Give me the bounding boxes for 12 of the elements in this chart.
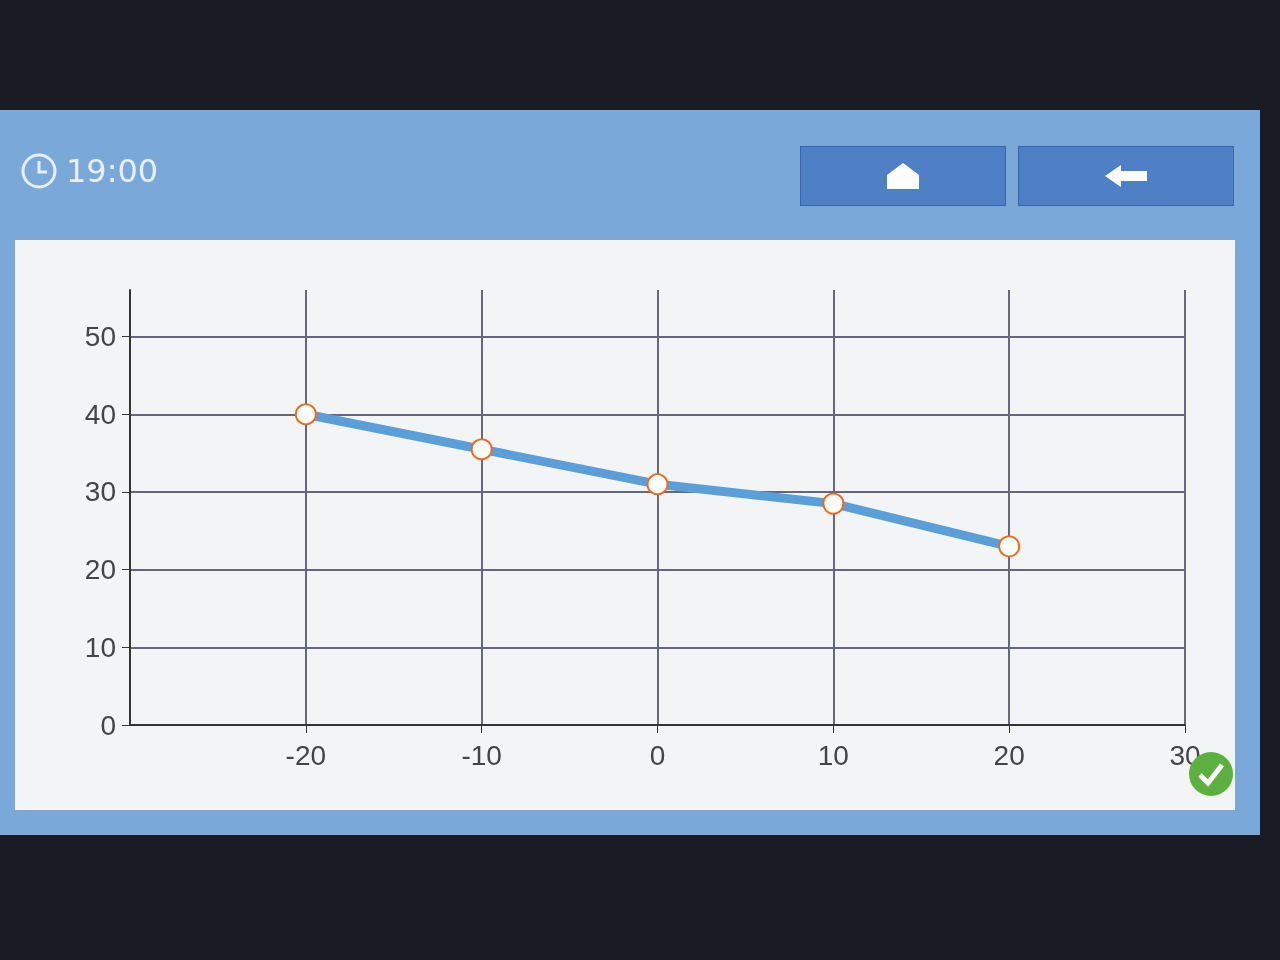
text: 19:00 [66,152,159,190]
x-tick-label: -20 [285,739,327,771]
x-tick-label: -10 [461,739,502,771]
x-tick-label: 10 [817,739,849,771]
x-tick-label: 20 [993,739,1025,771]
y-tick-label: 20 [84,554,116,586]
y-tick-label: 0 [100,709,116,741]
y-tick-label: 10 [84,631,116,663]
y-tick-label: 40 [84,398,116,430]
y-tick-label: 50 [84,321,116,353]
y-tick-label: 30 [84,476,116,508]
x-tick-label: 0 [649,739,666,771]
